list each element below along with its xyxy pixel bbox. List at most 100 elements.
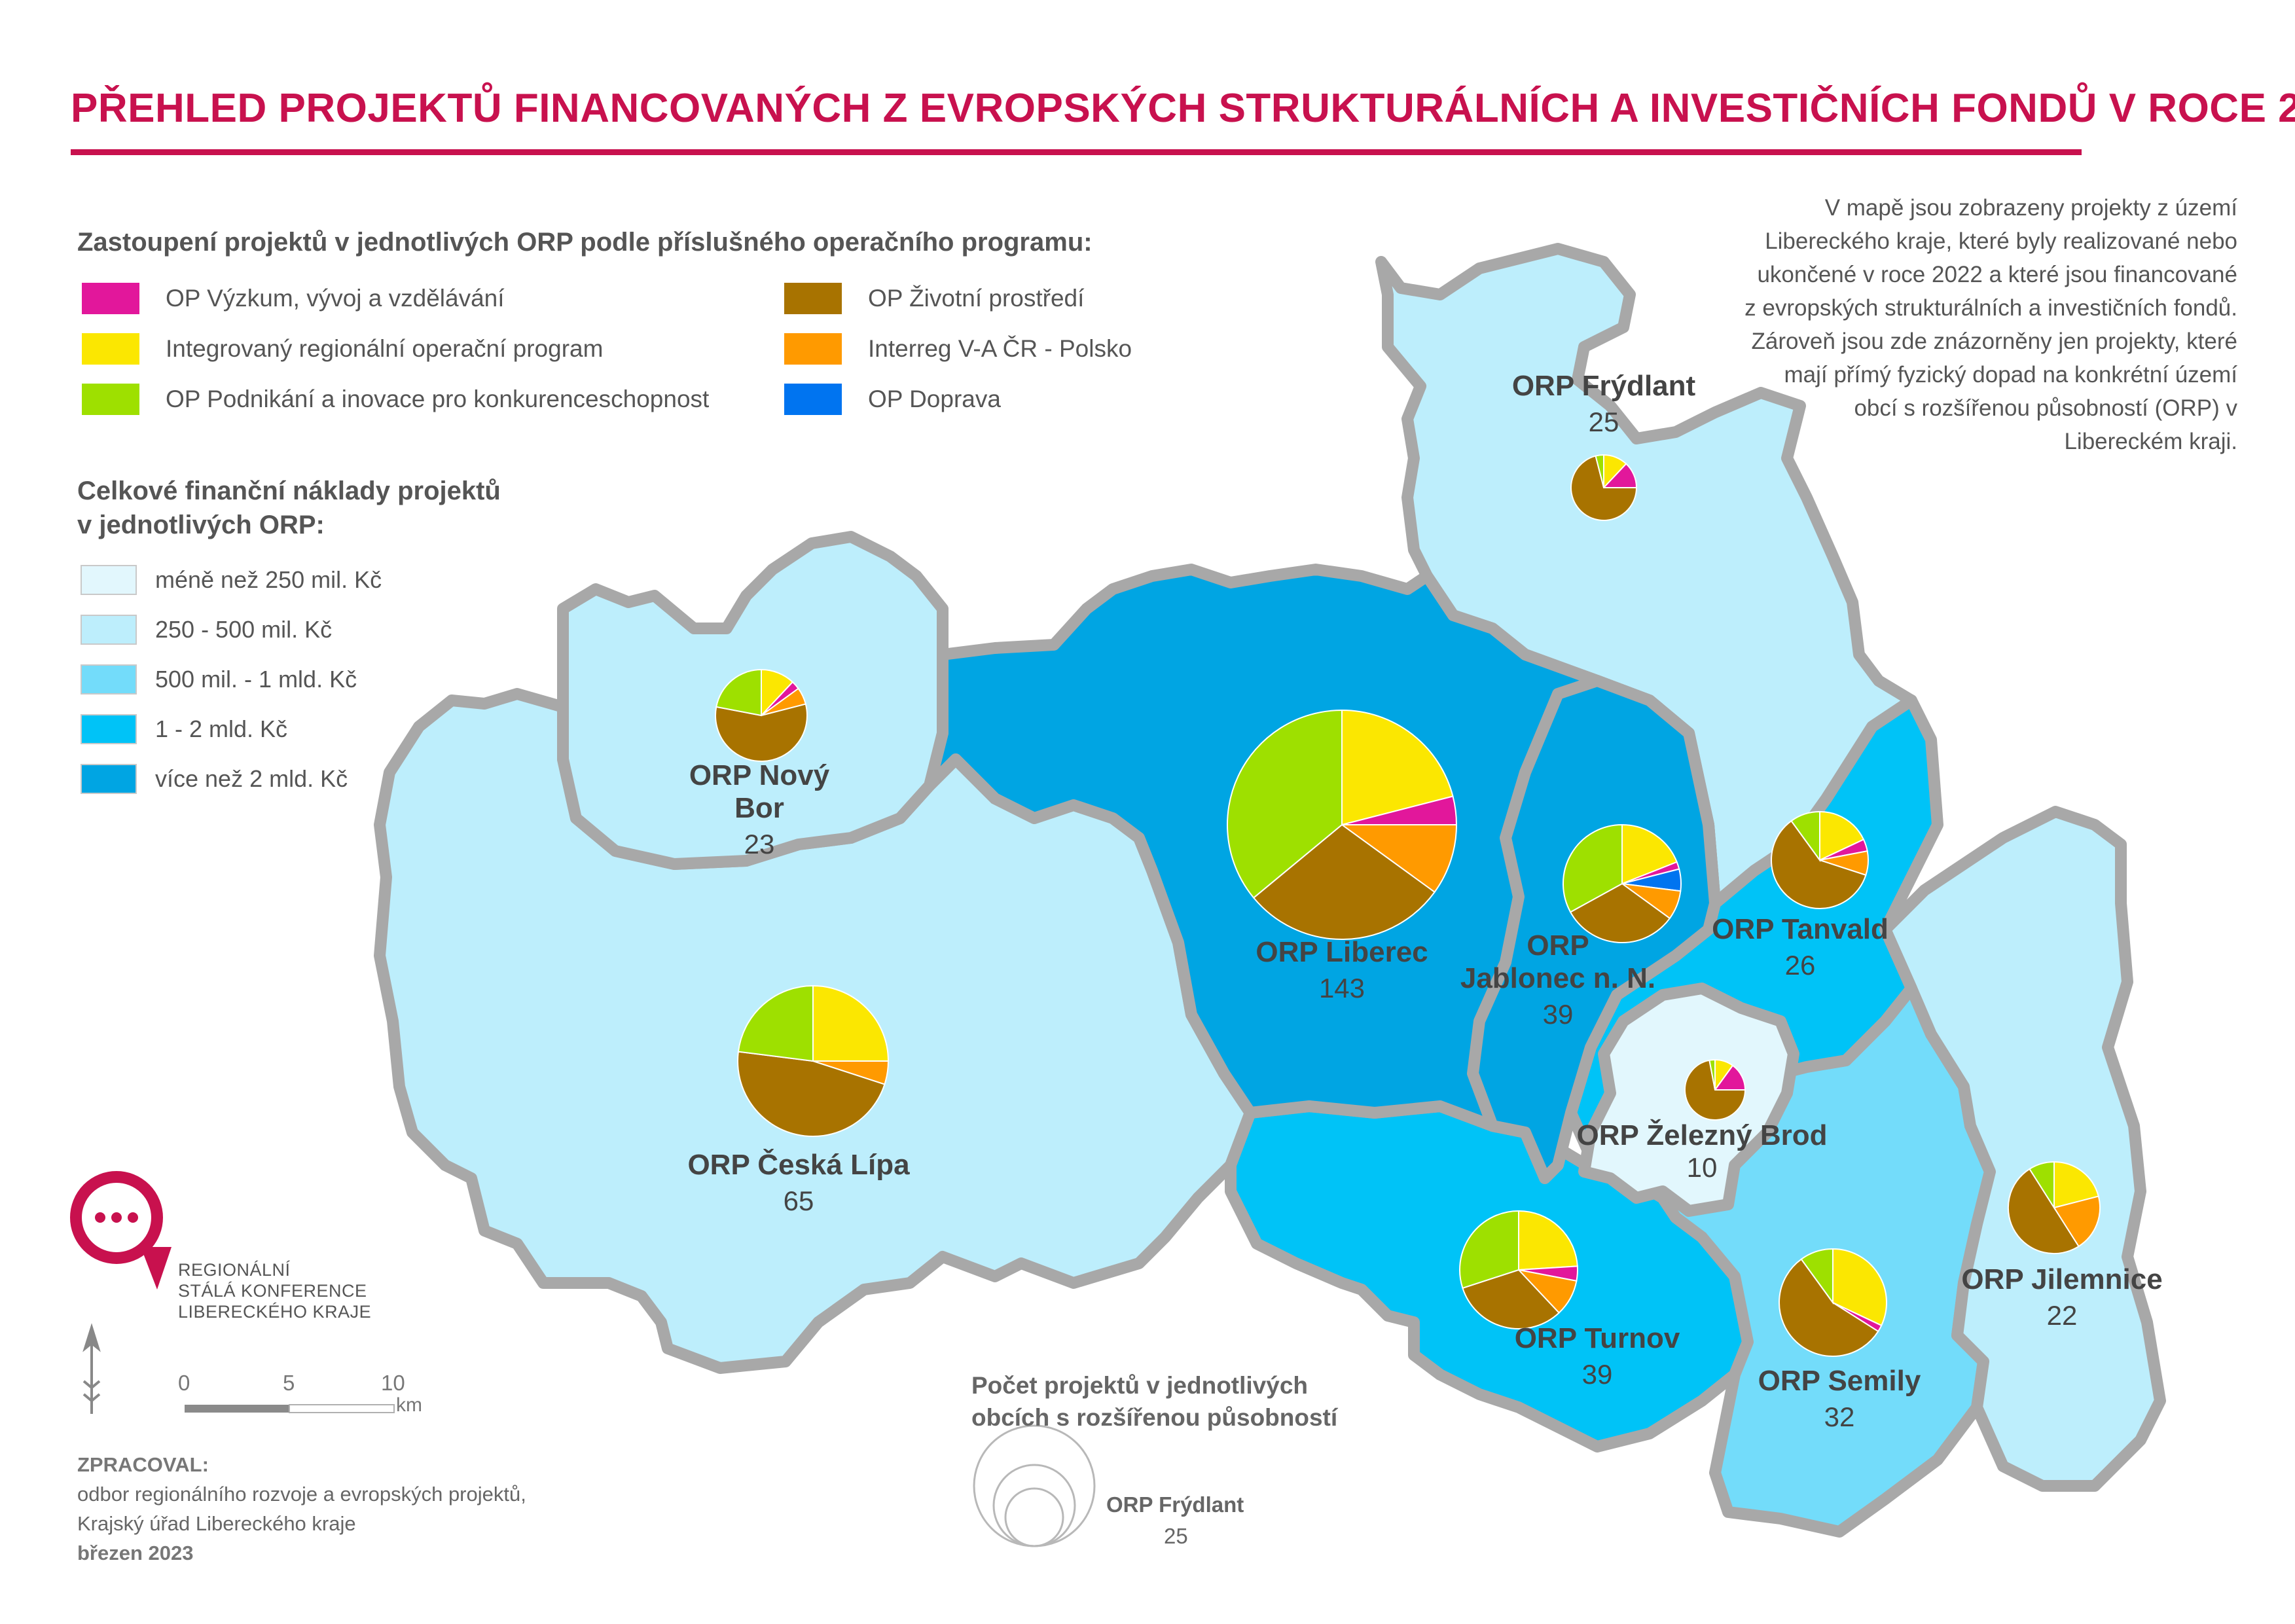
cost-swatch	[81, 664, 137, 695]
count-legend-heading: Počet projektů v jednotlivých obcích s r…	[971, 1369, 1337, 1434]
scale-bar	[185, 1404, 395, 1413]
pie-frydlant	[1570, 454, 1638, 521]
region-count: 22	[2046, 1300, 2078, 1331]
scale-bar-dark	[185, 1405, 289, 1413]
pie-slice-opzp	[1684, 1059, 1746, 1121]
region-name-line1: ORP	[1527, 929, 1589, 962]
pie-slice-opzp	[2007, 1168, 2080, 1255]
pie-tanvald	[1771, 810, 1869, 909]
region-frydlant	[1375, 243, 1917, 909]
legend-item-opzp: OP Životní prostředí	[784, 281, 1084, 316]
programs-legend-heading: Zastoupení projektů v jednotlivých ORP p…	[77, 228, 1093, 257]
cost-label: 250 - 500 mil. Kč	[155, 616, 333, 643]
legend-item-interreg: Interreg V-A ČR - Polsko	[784, 332, 1132, 366]
legend-item-opik: OP Podnikání a inovace pro konkurencesch…	[82, 382, 709, 416]
scale-tick-5: 5	[283, 1371, 295, 1395]
pie-liberec	[1226, 709, 1458, 941]
pie-slice-irop	[1341, 709, 1454, 826]
legend-label: OP Doprava	[868, 386, 1001, 412]
cost-legend-heading: Celkové finanční náklady projektů v jedn…	[77, 474, 501, 542]
region-name: ORP Železný Brod	[1576, 1119, 1828, 1151]
pie-slice-opik	[737, 984, 814, 1062]
region-label-novy-bor: ORP Nový Bor 23	[661, 759, 858, 860]
legend-label: OP Podnikání a inovace pro konkurencesch…	[166, 386, 710, 412]
pie-slice-opzp	[715, 703, 808, 762]
logo-dot-2	[111, 1212, 122, 1223]
legend-swatch	[784, 333, 842, 365]
logo-dot-1	[95, 1212, 105, 1223]
cost-swatch	[81, 615, 137, 645]
region-jilemnice	[1879, 806, 2166, 1492]
cost-swatch	[81, 764, 137, 794]
pie-slice-opzp	[1569, 882, 1671, 943]
pie-turnov	[1459, 1210, 1578, 1329]
pie-jilemnice	[2007, 1161, 2101, 1255]
region-name: ORP Nový Bor	[689, 759, 830, 824]
legend-label: OP Výzkum, vývoj a vzdělávání	[166, 285, 505, 312]
cost-bin-2: 500 mil. - 1 mld. Kč	[81, 662, 357, 696]
cost-label: 500 mil. - 1 mld. Kč	[155, 666, 357, 693]
pie-slice-opik	[1226, 709, 1343, 899]
pie-slice-opik	[1800, 1248, 1834, 1305]
cost-swatch	[81, 565, 137, 595]
region-name: ORP Frýdlant	[1511, 370, 1696, 402]
pie-slice-interreg	[1339, 824, 1458, 893]
page-title: PŘEHLED PROJEKTŮ FINANCOVANÝCH Z EVROPSK…	[71, 86, 2295, 131]
region-label-frydlant: ORP Frýdlant 25	[1506, 370, 1702, 438]
region-count: 65	[783, 1185, 814, 1216]
region-count: 143	[1318, 973, 1365, 1003]
legend-label: Integrovaný regionální operační program	[166, 335, 604, 362]
logo-mark	[70, 1171, 172, 1290]
scale-tick-10: 10	[381, 1371, 405, 1395]
region-name: ORP Semily	[1758, 1365, 1921, 1397]
cost-label: více než 2 mld. Kč	[155, 765, 348, 792]
legend-swatch	[82, 384, 139, 415]
count-legend-heading-line2: obcích s rozšířenou působností	[971, 1404, 1338, 1431]
region-count: 32	[1824, 1401, 1855, 1432]
north-arrow-icon	[82, 1323, 101, 1414]
credits-date: březen 2023	[77, 1542, 194, 1564]
region-count: 39	[1581, 1359, 1613, 1390]
pie-slice-opzp	[1252, 823, 1436, 941]
pie-slice-opik	[1595, 454, 1604, 488]
credits-heading: ZPRACOVAL:	[77, 1453, 209, 1476]
pie-zelezny-brod	[1684, 1058, 1746, 1121]
cost-label: méně než 250 mil. Kč	[155, 566, 382, 593]
cost-bin-0: méně než 250 mil. Kč	[81, 563, 382, 597]
pie-slice-opik	[1459, 1210, 1519, 1290]
pie-slice-irop	[2053, 1161, 2100, 1209]
count-circle-small	[1004, 1487, 1064, 1547]
cost-bin-3: 1 - 2 mld. Kč	[81, 712, 287, 746]
pie-jablonec	[1563, 823, 1682, 943]
region-label-turnov: ORP Turnov 39	[1499, 1322, 1695, 1390]
credits-line-1: odbor regionálního rozvoje a evropských …	[77, 1483, 526, 1506]
scale-unit: km	[396, 1394, 422, 1416]
cost-label: 1 - 2 mld. Kč	[155, 715, 288, 742]
pie-slice-opik	[1563, 823, 1623, 913]
count-circle-medium	[992, 1464, 1076, 1547]
legend-label: Interreg V-A ČR - Polsko	[868, 335, 1132, 362]
pie-slice-irop	[1518, 1210, 1578, 1271]
pie-slice-irop	[1819, 810, 1865, 861]
region-count: 25	[1588, 406, 1619, 437]
pie-novy-bor	[715, 668, 808, 762]
cost-legend-heading-line1: Celkové finanční náklady projektů	[77, 477, 501, 505]
region-name-line2: Jablonec n. N.	[1460, 962, 1656, 994]
pie-slice-opzp	[1779, 1258, 1879, 1357]
pie-slice-irop	[812, 984, 890, 1062]
region-label-liberec: ORP Liberec 143	[1231, 936, 1453, 1004]
legend-swatch	[784, 384, 842, 415]
pie-slice-interreg	[2053, 1195, 2101, 1248]
region-name: ORP Turnov	[1514, 1322, 1680, 1354]
pie-slice-opzp	[1570, 455, 1638, 521]
pie-slice-irop	[1832, 1248, 1887, 1327]
region-label-ceska-lipa: ORP Česká Lípa 65	[668, 1149, 930, 1217]
count-legend-example-count: 25	[1164, 1524, 1188, 1548]
pie-slice-opik	[715, 668, 762, 717]
region-name: ORP Jilemnice	[1961, 1263, 2163, 1295]
pie-slice-opik	[1708, 1058, 1716, 1091]
legend-swatch	[784, 283, 842, 314]
logo-text: REGIONÁLNÍ STÁLÁ KONFERENCE LIBERECKÉHO …	[178, 1259, 371, 1322]
region-label-tanvald: ORP Tanvald 26	[1702, 913, 1898, 981]
legend-item-vvv: OP Výzkum, vývoj a vzdělávání	[82, 281, 505, 316]
